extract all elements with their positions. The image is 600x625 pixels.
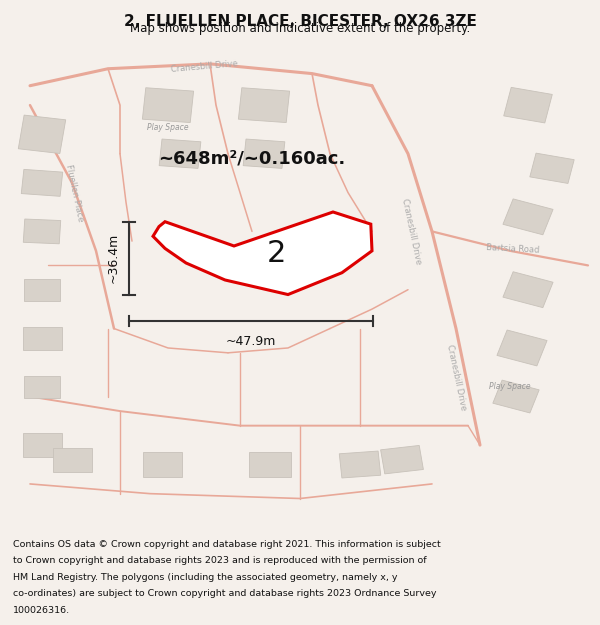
Text: Cranesbill Drive: Cranesbill Drive [170, 59, 238, 74]
Bar [142, 88, 194, 122]
Text: Map shows position and indicative extent of the property.: Map shows position and indicative extent… [130, 22, 470, 35]
Text: Bartsia Road: Bartsia Road [486, 242, 540, 254]
Text: co-ordinates) are subject to Crown copyright and database rights 2023 Ordnance S: co-ordinates) are subject to Crown copyr… [13, 589, 437, 598]
Bar [530, 153, 574, 184]
Bar [24, 376, 60, 398]
Bar [493, 380, 539, 413]
Text: 100026316.: 100026316. [13, 606, 70, 615]
Bar [53, 448, 91, 472]
Bar [503, 199, 553, 235]
Bar [23, 327, 62, 350]
Bar [504, 88, 552, 123]
Text: 2: 2 [266, 239, 286, 268]
Bar [339, 451, 381, 478]
Text: 2, FLUELLEN PLACE, BICESTER, OX26 3ZE: 2, FLUELLEN PLACE, BICESTER, OX26 3ZE [124, 14, 476, 29]
Bar [159, 139, 201, 168]
Bar [18, 115, 66, 154]
Polygon shape [153, 212, 372, 294]
Text: ~47.9m: ~47.9m [226, 335, 276, 348]
Bar [503, 272, 553, 308]
Text: Cranesbill Drive: Cranesbill Drive [445, 343, 467, 411]
Text: Play Space: Play Space [489, 382, 531, 391]
Text: Contains OS data © Crown copyright and database right 2021. This information is : Contains OS data © Crown copyright and d… [13, 540, 441, 549]
Text: ~36.4m: ~36.4m [107, 233, 120, 283]
Bar [143, 452, 182, 477]
Text: Cranesbill Drive: Cranesbill Drive [400, 198, 422, 265]
Bar [497, 330, 547, 366]
Text: to Crown copyright and database rights 2023 and is reproduced with the permissio: to Crown copyright and database rights 2… [13, 556, 427, 566]
Bar [23, 219, 61, 244]
Bar [23, 433, 62, 457]
Bar [243, 139, 285, 168]
Text: ~648m²/~0.160ac.: ~648m²/~0.160ac. [158, 149, 346, 168]
Bar [238, 88, 290, 122]
Text: Play Space: Play Space [147, 122, 189, 131]
Bar [24, 279, 60, 301]
Text: Fluellen Place: Fluellen Place [65, 163, 85, 222]
Bar [380, 446, 424, 474]
Bar [21, 169, 63, 196]
Bar [249, 452, 291, 477]
Text: HM Land Registry. The polygons (including the associated geometry, namely x, y: HM Land Registry. The polygons (includin… [13, 573, 398, 582]
